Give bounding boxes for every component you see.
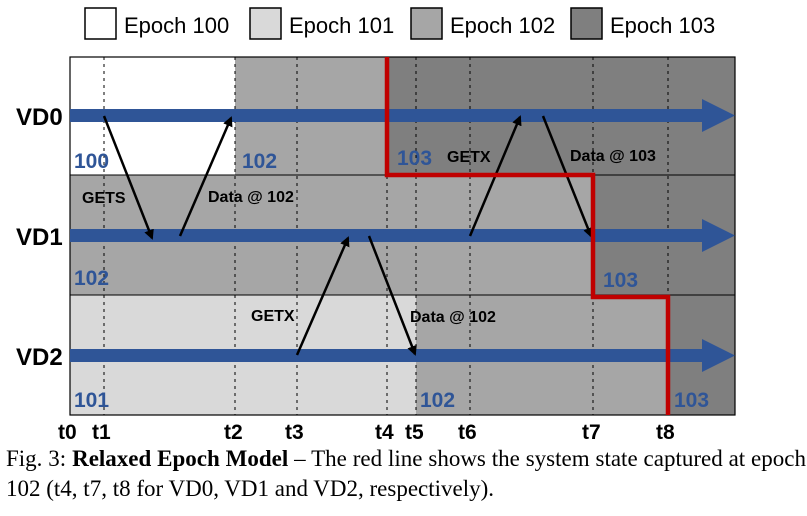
- epoch-label-vd0-103: 103: [397, 147, 432, 170]
- time-label-t5: t5: [405, 421, 424, 444]
- epoch-label-vd1-103: 103: [603, 269, 638, 292]
- time-label-t2: t2: [224, 421, 243, 444]
- row-label-vd1: VD1: [16, 224, 63, 251]
- legend-label-epoch-103: Epoch 103: [610, 13, 715, 38]
- caption-title: Relaxed Epoch Model: [72, 446, 289, 471]
- message-label-data-103: Data @ 103: [570, 148, 656, 165]
- legend-swatch-epoch-101: [249, 7, 282, 40]
- row-label-vd0: VD0: [16, 104, 63, 131]
- timeline-vd1-head: [702, 219, 735, 252]
- figure-caption: Fig. 3: Relaxed Epoch Model – The red li…: [6, 444, 806, 504]
- row-label-vd2: VD2: [16, 344, 63, 371]
- caption-prefix: Fig. 3:: [6, 446, 73, 471]
- epoch-label-vd0-100: 100: [74, 150, 109, 173]
- legend: Epoch 100 Epoch 101 Epoch 102 Epoch 103: [84, 7, 715, 40]
- timeline-vd0-head: [702, 99, 735, 132]
- time-label-t7: t7: [582, 421, 601, 444]
- timeline-vd2: [70, 349, 710, 362]
- legend-label-epoch-102: Epoch 102: [450, 13, 555, 38]
- epoch-cut-line: [384, 57, 671, 415]
- timeline-vd1: [70, 229, 710, 242]
- legend-swatch-epoch-100: [84, 7, 117, 40]
- timeline-vd0: [70, 109, 710, 122]
- arrow-getx-vd2: [295, 236, 350, 356]
- time-label-t4: t4: [375, 421, 394, 444]
- timeline-vd2-head: [702, 339, 735, 372]
- epoch-label-vd2-102: 102: [420, 389, 455, 412]
- epoch-label-vd0-102: 102: [242, 150, 277, 173]
- time-label-t0: t0: [58, 421, 77, 444]
- arrow-data-102-to-vd2: [367, 235, 417, 356]
- time-label-t1: t1: [92, 421, 111, 444]
- arrow-gets: [102, 115, 154, 240]
- message-label-getx-a: GETX: [251, 308, 295, 325]
- legend-label-epoch-101: Epoch 101: [289, 13, 394, 38]
- legend-label-epoch-100: Epoch 100: [124, 13, 229, 38]
- epoch-label-vd2-103: 103: [674, 389, 709, 412]
- legend-swatch-epoch-103: [570, 7, 603, 40]
- caption-text: – The red line shows the system state ca…: [6, 446, 806, 501]
- time-label-t8: t8: [656, 421, 675, 444]
- time-label-t3: t3: [285, 421, 304, 444]
- message-label-gets: GETS: [82, 190, 126, 207]
- message-label-getx-b: GETX: [447, 149, 491, 166]
- time-axis: t0 t1 t2 t3 t4 t5 t6 t7 t8: [58, 421, 675, 444]
- message-label-data-102-b: Data @ 102: [410, 309, 496, 326]
- epoch-label-vd2-101: 101: [74, 389, 109, 412]
- epoch-label-vd1-102: 102: [74, 267, 109, 290]
- time-label-t6: t6: [458, 421, 477, 444]
- arrow-data-102-to-vd0: [178, 116, 233, 237]
- message-label-data-102-a: Data @ 102: [208, 189, 294, 206]
- legend-swatch-epoch-102: [410, 7, 443, 40]
